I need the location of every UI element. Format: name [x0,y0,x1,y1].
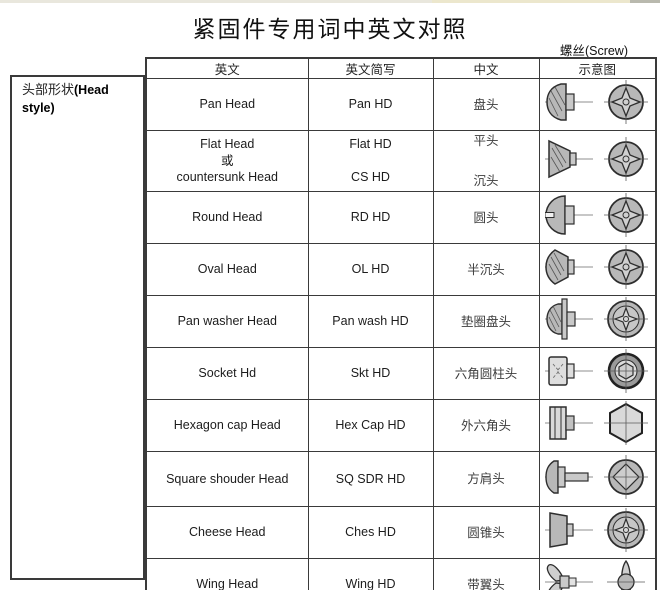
table-row: Socket Hd Skt HD 六角圆柱头 [145,347,657,400]
diagram-cell [538,399,657,452]
hex-cap-head-side-icon [545,406,594,440]
screw-label: 螺丝(Screw) [560,40,628,59]
diagram-cell [538,451,657,507]
table-row: Pan washer Head Pan wash HD 垫圈盘头 [145,295,657,348]
oval-head-side-icon [545,249,594,285]
hex-head-top-icon [604,401,649,445]
hex-socket-top-icon [604,349,649,393]
screw-label-chinese: 螺丝 [559,43,585,58]
diagram-cell [538,295,657,348]
english-term-cell: Wing Head [145,558,309,590]
fastener-terms-table: 英文 英文简写 中文 示意图 Pan Head Pan HD 盘头 Flat H… [145,57,657,590]
table-row: Round Head RD HD 圆头 [145,191,657,244]
abbreviation-cell: Flat HD CS HD [307,130,434,192]
window-edge-left [0,0,432,3]
row-group-label-chinese: 头部形状 [22,83,75,98]
column-header-diagram: 示意图 [538,57,657,79]
cheese-head-side-icon [545,512,594,548]
column-header-abbreviation: 英文简写 [307,57,434,79]
diagram-cell [538,506,657,559]
abbreviation-cell: RD HD [307,191,434,244]
square-shoulder-head-side-icon [545,459,594,494]
abbreviation-cell: Pan wash HD [307,295,434,348]
english-term-cell: Round Head [145,191,309,244]
table-row: Pan Head Pan HD 盘头 [145,78,657,131]
english-term-cell: Pan Head [145,78,309,131]
abbreviation-cell: OL HD [307,243,434,296]
english-term-cell: Hexagon cap Head [145,399,309,452]
diagram-cell [538,558,657,590]
chinese-term-cell: 垫圈盘头 [432,295,540,348]
square-recess-top-icon [604,454,649,499]
english-term-cell: Oval Head [145,243,309,296]
flat-head-side-icon [545,139,594,178]
pan-head-side-icon [545,83,594,121]
diagram-cell [538,78,657,131]
phillips-recess-top-icon [604,136,649,181]
table-body: Pan Head Pan HD 盘头 Flat Head 或 countersu… [145,78,657,590]
abbreviation-cell: Pan HD [307,78,434,131]
phillips-recess-top-icon [604,193,649,237]
phillips-recess-top-icon [604,245,649,289]
chinese-term-cell: 外六角头 [432,399,540,452]
chinese-term-cell: 盘头 [432,78,540,131]
wing-head-side-icon [545,564,594,590]
column-header-chinese: 中文 [432,57,540,79]
window-edge-right [630,0,660,3]
row-group-label-english: (Head style) [22,83,109,115]
chinese-term-cell: 方肩头 [432,451,540,507]
wing-head-top-icon [607,559,646,590]
abbreviation-cell: Skt HD [307,347,434,400]
diagram-cell [538,130,657,192]
english-term-cell: Square shouder Head [145,451,309,507]
abbreviation-cell: SQ SDR HD [307,451,434,507]
diagram-cell [538,191,657,244]
phillips-washer-top-icon [604,297,649,341]
window-edge-middle [432,0,630,3]
pan-washer-head-side-icon [545,298,594,340]
socket-head-side-icon [545,356,594,386]
abbreviation-cell: Ches HD [307,506,434,559]
chinese-term-cell: 圆头 [432,191,540,244]
header-row: 英文 英文简写 中文 示意图 [145,57,657,79]
phillips-washer-top-icon [604,508,649,552]
chinese-term-cell: 六角圆柱头 [432,347,540,400]
page-title: 紧固件专用词中英文对照 [192,17,468,43]
table-row: Oval Head OL HD 半沉头 [145,243,657,296]
chinese-term-cell: 平头 沉头 [432,130,540,192]
english-term-cell: Flat Head 或 countersunk Head [145,130,309,192]
round-head-side-icon [545,195,594,235]
chinese-term-cell: 半沉头 [432,243,540,296]
english-term-cell: Socket Hd [145,347,309,400]
diagram-cell [538,243,657,296]
chinese-term-cell: 带翼头 [432,558,540,590]
table-row: Flat Head 或 countersunk Head Flat HD CS … [145,130,657,192]
english-term-cell: Cheese Head [145,506,309,559]
abbreviation-cell: Wing HD [307,558,434,590]
table-row: Wing Head Wing HD 带翼头 [145,558,657,590]
chinese-term-cell: 圆锥头 [432,506,540,559]
screw-label-english: (Screw) [584,44,628,58]
table-row: Hexagon cap Head Hex Cap HD 外六角头 [145,399,657,452]
row-group-header-cell: 头部形状(Head style) [10,75,145,580]
english-term-cell: Pan washer Head [145,295,309,348]
diagram-cell [538,347,657,400]
phillips-recess-top-icon [604,80,649,124]
table-row: Square shouder Head SQ SDR HD 方肩头 [145,451,657,507]
column-header-english: 英文 [145,57,309,79]
table-row: Cheese Head Ches HD 圆锥头 [145,506,657,559]
abbreviation-cell: Hex Cap HD [307,399,434,452]
